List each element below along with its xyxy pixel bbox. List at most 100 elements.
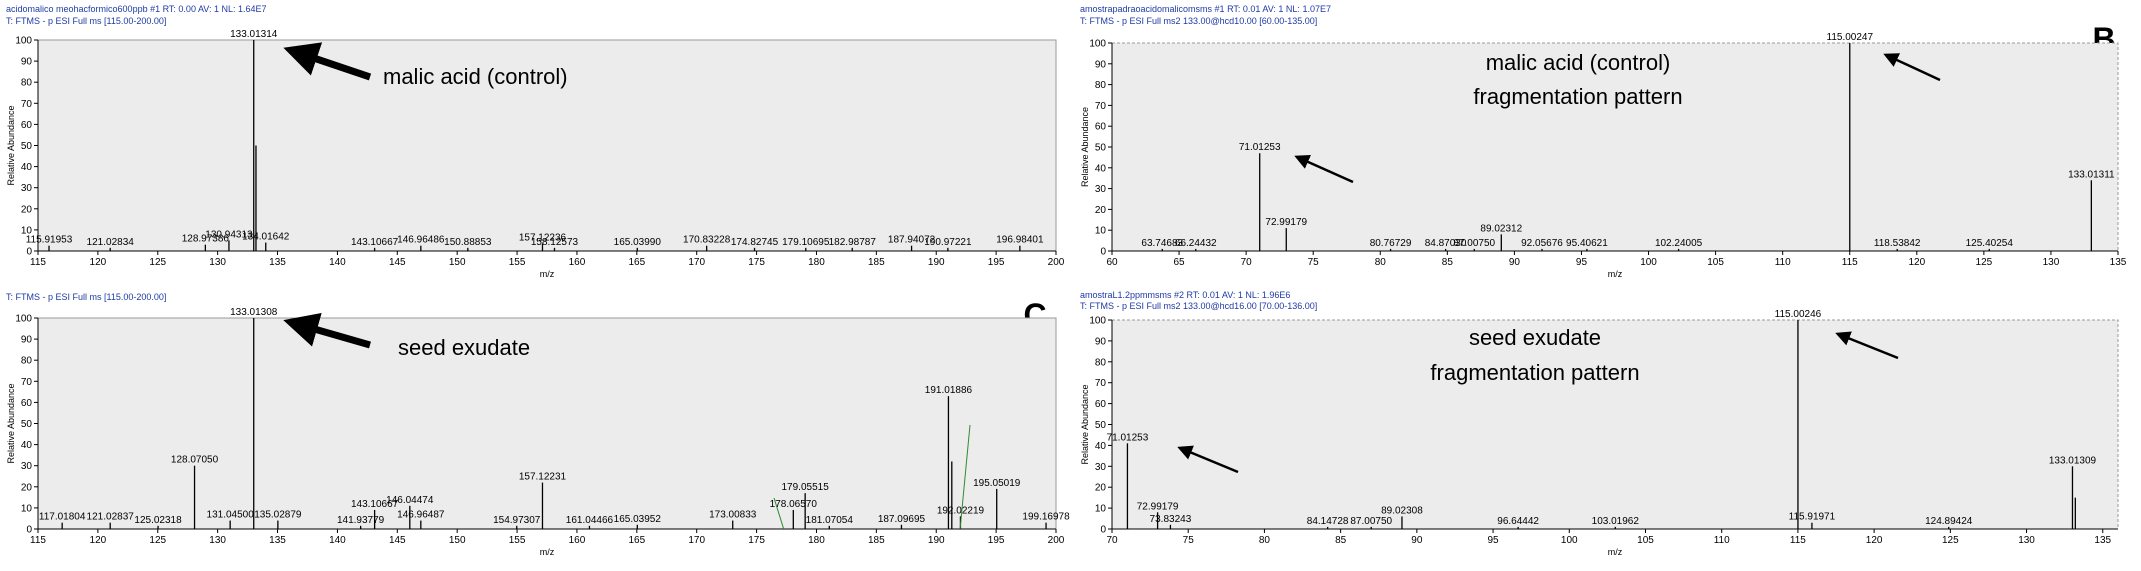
annotation-line: fragmentation pattern — [1430, 360, 1639, 385]
peak-label: 165.03990 — [614, 237, 662, 248]
peak-label: 150.88853 — [444, 237, 492, 248]
peak-label: 146.96486 — [397, 235, 445, 246]
x-tick-label: 185 — [868, 535, 885, 546]
peak-label: 196.98401 — [996, 235, 1044, 246]
peak-label: 128.97386 — [182, 234, 230, 245]
plot-area — [37, 39, 1057, 252]
leader-line — [773, 497, 785, 531]
x-tick-label: 180 — [808, 535, 825, 546]
x-tick-label: 60 — [1106, 257, 1118, 268]
panel-header-line1: acidomalico meohacformico600ppb #1 RT: 0… — [6, 4, 267, 14]
panel-annotation: seed exudate fragmentation pattern — [1430, 325, 1639, 385]
arrow-icon — [1177, 445, 1239, 474]
x-tick-label: 85 — [1335, 535, 1347, 546]
spectrum-plot: 115 120 125 130 135 140 145 150 155 160 165 170 175 1… — [6, 307, 1070, 557]
y-tick-label: 90 — [1095, 336, 1107, 347]
peak-label: 179.10695 — [782, 237, 830, 248]
y-tick-label: 30 — [21, 461, 33, 472]
peak-label: 115.00247 — [1827, 32, 1874, 43]
panel-header-line1: amostraL1.2ppmmsms #2 RT: 0.01 AV: 1 NL:… — [1080, 290, 1290, 300]
peak-label: 133.01308 — [230, 307, 278, 318]
x-axis-label: m/z — [1608, 547, 1623, 557]
peak-label: 89.02312 — [1480, 223, 1522, 234]
peak-label: 154.97307 — [493, 515, 541, 526]
x-axis-label: m/z — [540, 269, 555, 279]
x-axis-label: m/z — [1608, 269, 1623, 279]
x-tick-label: 75 — [1183, 535, 1195, 546]
x-tick-label: 185 — [868, 257, 885, 268]
y-tick-label: 100 — [15, 36, 32, 47]
y-tick-label: 70 — [1095, 101, 1107, 112]
peak-label: 92.05676 — [1521, 238, 1563, 249]
x-tick-label: 165 — [628, 257, 645, 268]
x-tick-label: 175 — [748, 257, 765, 268]
y-tick-label: 60 — [1095, 399, 1107, 410]
y-tick-label: 100 — [1089, 316, 1106, 327]
y-tick-label: 70 — [21, 99, 33, 110]
peak-label: 125.40254 — [1966, 238, 2014, 249]
x-tick-label: 90 — [1509, 257, 1521, 268]
arrow-icon — [1883, 53, 1941, 82]
x-tick-label: 95 — [1576, 257, 1588, 268]
x-tick-label: 150 — [449, 535, 466, 546]
y-tick-label: 40 — [21, 440, 33, 451]
peak-label: 133.01311 — [2068, 169, 2115, 180]
annotation-line: seed exudate — [1469, 325, 1601, 350]
annotation-line: fragmentation pattern — [1473, 84, 1682, 109]
panel-c: T: FTMS - p ESI Full ms [115.00-200.00] … — [6, 292, 1070, 557]
peak-label: 71.01253 — [1107, 432, 1149, 443]
peak-label: 125.02318 — [134, 515, 182, 526]
x-tick-label: 170 — [688, 535, 705, 546]
peak-label: 80.76729 — [1370, 238, 1412, 249]
y-tick-label: 20 — [1095, 205, 1107, 216]
annotation-line: seed exudate — [398, 335, 530, 360]
y-tick-label: 50 — [21, 419, 33, 430]
x-tick-label: 145 — [389, 257, 406, 268]
panel-header-line2: T: FTMS - p ESI Full ms2 133.00@hcd16.00… — [1080, 301, 1317, 311]
x-tick-label: 155 — [509, 257, 526, 268]
y-tick-label: 60 — [21, 120, 33, 131]
peak-label: 165.03952 — [614, 514, 662, 525]
x-tick-label: 95 — [1487, 535, 1499, 546]
peak-label: 161.04466 — [566, 515, 614, 526]
peak-label: 115.00246 — [1775, 309, 1822, 320]
arrow-icon — [1835, 331, 1899, 360]
spectrum-plot: 115 120 125 130 135 140 145 150 155 160 165 170 175 1… — [6, 29, 1065, 279]
panel-b: amostrapadraoacidomalicomsms #1 RT: 0.01… — [1080, 4, 2127, 279]
peak-label: 124.89424 — [1925, 516, 1973, 527]
peak-label: 71.01253 — [1239, 142, 1281, 153]
peak-label: 199.16978 — [1022, 512, 1070, 523]
x-tick-label: 105 — [1707, 257, 1724, 268]
x-tick-label: 175 — [748, 535, 765, 546]
y-tick-label: 10 — [1095, 226, 1107, 237]
x-tick-label: 120 — [90, 257, 107, 268]
peak-label: 146.96487 — [397, 510, 445, 521]
x-tick-label: 190 — [928, 257, 945, 268]
x-tick-label: 195 — [988, 535, 1005, 546]
x-tick-label: 115 — [1842, 257, 1858, 268]
peak-label: 141.93779 — [337, 515, 385, 526]
x-tick-label: 130 — [2018, 535, 2035, 546]
peak-label: 134.01642 — [242, 232, 290, 243]
x-tick-label: 70 — [1241, 257, 1253, 268]
peak-label: 179.05515 — [782, 482, 830, 493]
peak-label: 157.12236 — [519, 233, 567, 244]
y-tick-label: 30 — [1095, 462, 1107, 473]
peak-label: 178.06570 — [770, 499, 818, 510]
peak-label: 182.98787 — [829, 237, 877, 248]
peak-label: 117.01804 — [39, 512, 86, 523]
x-axis-label: m/z — [540, 547, 555, 557]
peak-label: 187.94072 — [888, 235, 936, 246]
arrow-icon — [283, 42, 372, 81]
x-tick-label: 135 — [2110, 257, 2127, 268]
x-tick-label: 145 — [389, 535, 406, 546]
peak-label: 128.07050 — [171, 455, 219, 466]
peak-label: 133.01309 — [2049, 455, 2097, 466]
peak-label: 143.10667 — [351, 499, 399, 510]
x-tick-label: 135 — [269, 257, 286, 268]
peak-label: 158.12573 — [531, 237, 579, 248]
x-tick-label: 90 — [1411, 535, 1423, 546]
y-tick-label: 30 — [21, 183, 33, 194]
x-tick-label: 120 — [1908, 257, 1925, 268]
peak-label: 89.02308 — [1381, 505, 1423, 516]
